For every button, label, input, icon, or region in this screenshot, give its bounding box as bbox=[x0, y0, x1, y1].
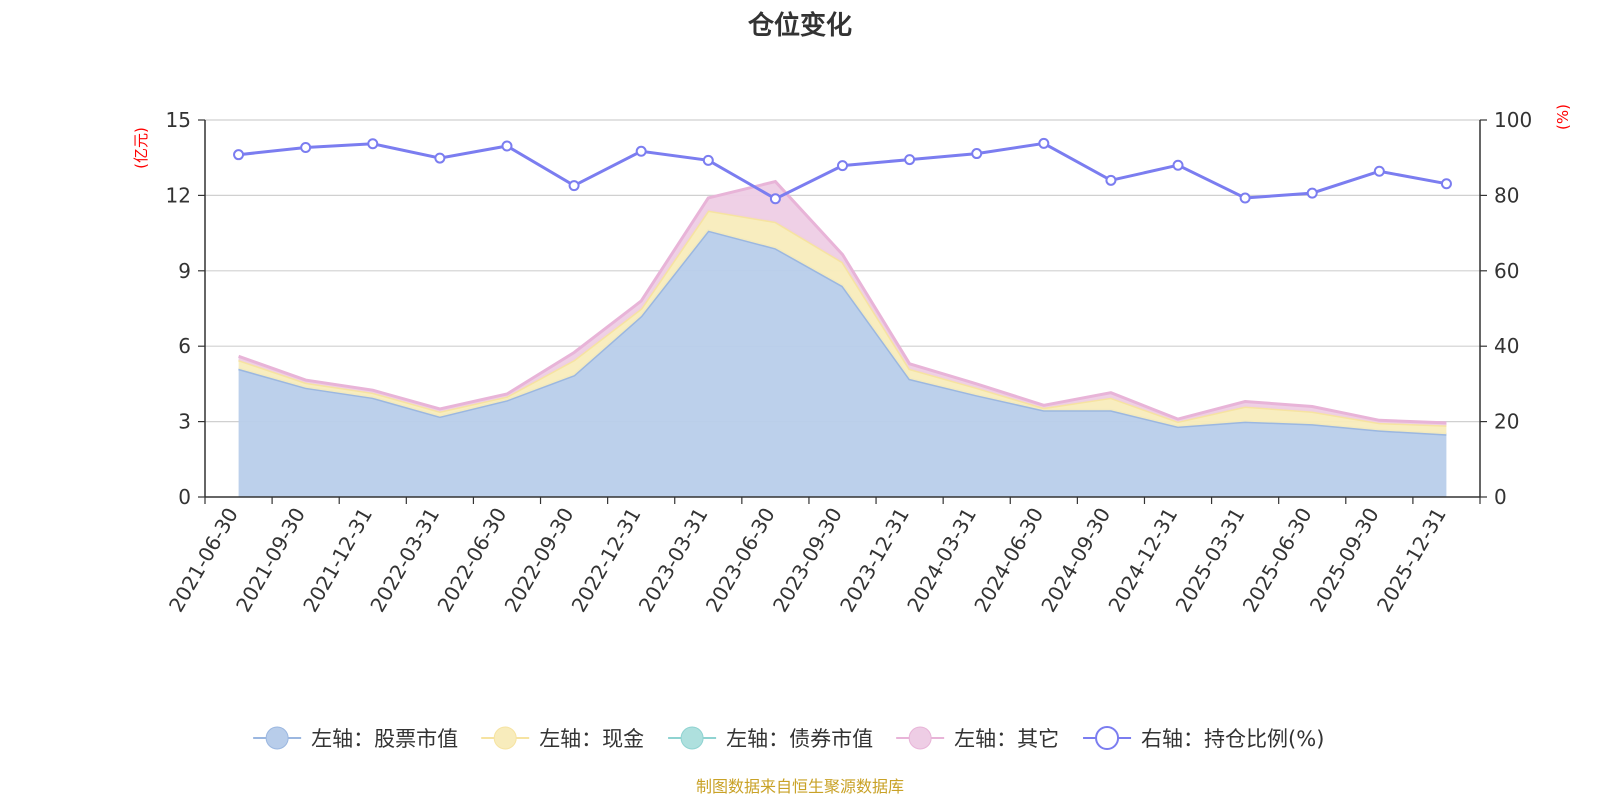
area-左轴：股票市值 bbox=[238, 230, 1447, 497]
x-tick-label: 2024-12-31 bbox=[1103, 504, 1182, 617]
legend-label: 右轴：持仓比例(%) bbox=[1141, 727, 1324, 751]
x-tick-label: 2025-03-31 bbox=[1171, 504, 1250, 617]
legend-marker bbox=[265, 726, 289, 750]
x-tick-label: 2024-03-31 bbox=[902, 503, 981, 616]
ratio-point bbox=[568, 180, 580, 192]
x-tick-label: 2024-06-30 bbox=[969, 504, 1048, 617]
ratio-point bbox=[434, 152, 446, 164]
x-tick-label: 2024-09-30 bbox=[1036, 504, 1115, 617]
x-tick-label: 2023-03-31 bbox=[634, 504, 713, 617]
x-tick-label: 2021-12-31 bbox=[298, 504, 377, 617]
legend-marker bbox=[680, 726, 704, 750]
data-source-note: 制图数据来自恒生聚源数据库 bbox=[696, 777, 904, 796]
left-tick-label: 12 bbox=[166, 183, 191, 207]
right-tick-label: 0 bbox=[1494, 485, 1507, 509]
legend-marker bbox=[908, 726, 932, 750]
ratio-point bbox=[1440, 178, 1452, 190]
legend-label: 左轴：股票市值 bbox=[311, 727, 458, 751]
ratio-point bbox=[1306, 187, 1318, 199]
ratio-point bbox=[635, 145, 647, 157]
x-tick-label: 2023-12-31 bbox=[835, 503, 914, 616]
left-tick-label: 15 bbox=[166, 108, 191, 132]
x-tick-label: 2025-06-30 bbox=[1238, 504, 1317, 617]
x-tick-label: 2022-06-30 bbox=[432, 504, 511, 617]
left-tick-label: 3 bbox=[178, 410, 191, 434]
legend-label: 左轴：现金 bbox=[539, 727, 644, 751]
legend: 左轴：股票市值 左轴：现金 左轴：债券市值 左轴：其它 右轴：持仓比例(%) bbox=[253, 726, 1324, 751]
area-edge-左轴：其它 bbox=[238, 179, 1447, 425]
legend-label: 左轴：其它 bbox=[954, 727, 1059, 751]
ratio-point bbox=[769, 193, 781, 205]
ratio-point bbox=[1239, 192, 1251, 204]
right-tick-label: 20 bbox=[1494, 410, 1519, 434]
legend-marker bbox=[1095, 726, 1120, 750]
ratio-point bbox=[367, 138, 379, 150]
right-tick-label: 40 bbox=[1494, 334, 1519, 358]
left-tick-label: 6 bbox=[178, 334, 191, 358]
ratio-point bbox=[233, 149, 245, 161]
chart-title: 仓位变化 bbox=[747, 10, 852, 41]
ratio-point bbox=[1038, 137, 1050, 149]
x-tick-label: 2022-09-30 bbox=[500, 504, 579, 617]
legend-item[interactable]: 右轴：持仓比例(%) bbox=[1083, 726, 1324, 751]
ratio-point bbox=[971, 148, 983, 160]
legend-item[interactable]: 左轴：其它 bbox=[896, 726, 1059, 751]
stacked-areas bbox=[238, 179, 1447, 497]
x-tick-label: 2023-06-30 bbox=[701, 504, 780, 617]
x-tick-label: 2025-09-30 bbox=[1305, 504, 1384, 617]
left-tick-label: 0 bbox=[178, 485, 191, 509]
right-tick-label: 100 bbox=[1494, 108, 1532, 132]
ratio-point bbox=[1373, 165, 1385, 177]
right-tick-label: 60 bbox=[1494, 259, 1519, 283]
x-tick-label: 2021-09-30 bbox=[231, 504, 310, 617]
ratio-point bbox=[702, 154, 714, 166]
x-tick-label: 2021-06-30 bbox=[164, 504, 243, 617]
legend-item[interactable]: 左轴：股票市值 bbox=[253, 726, 458, 751]
legend-item[interactable]: 左轴：债券市值 bbox=[668, 726, 873, 751]
ratio-point bbox=[1105, 174, 1117, 186]
ratio-point bbox=[904, 154, 916, 166]
x-tick-label: 2023-09-30 bbox=[768, 504, 847, 617]
ratio-line bbox=[233, 137, 1452, 205]
x-tick-label: 2025-12-31 bbox=[1372, 504, 1451, 617]
ratio-point bbox=[1172, 159, 1184, 171]
legend-label: 左轴：债券市值 bbox=[726, 727, 873, 751]
legend-item[interactable]: 左轴：现金 bbox=[481, 726, 644, 751]
ratio-point bbox=[300, 142, 312, 154]
left-axis-unit: (亿元) bbox=[132, 127, 150, 169]
right-axis-unit: (%) bbox=[1554, 104, 1572, 130]
left-tick-label: 9 bbox=[178, 259, 191, 283]
x-tick-label: 2022-12-31 bbox=[567, 504, 646, 617]
ratio-point bbox=[837, 160, 848, 172]
right-tick-label: 80 bbox=[1494, 183, 1519, 207]
x-tick-label: 2022-03-31 bbox=[365, 504, 444, 617]
legend-marker bbox=[493, 726, 517, 750]
ratio-point bbox=[501, 140, 513, 152]
